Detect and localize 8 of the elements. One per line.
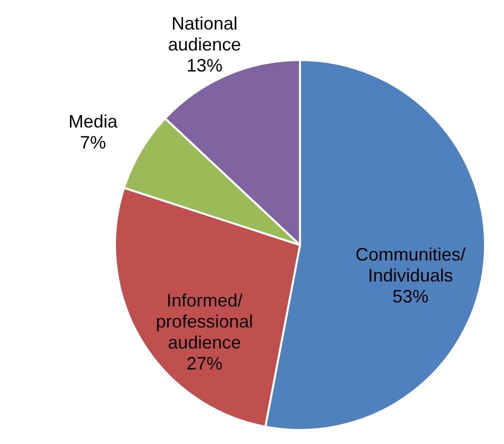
slice-label: Media: [68, 112, 118, 132]
data-label: 27%: [186, 354, 222, 374]
slice-label: Communities/Individuals: [355, 244, 466, 286]
data-label: 53%: [392, 286, 429, 306]
slice-label: National audience: [168, 13, 242, 54]
data-label: 13%: [186, 55, 222, 76]
data-label: 7%: [80, 132, 106, 153]
slice-label: Informed/professional audience: [156, 290, 253, 353]
